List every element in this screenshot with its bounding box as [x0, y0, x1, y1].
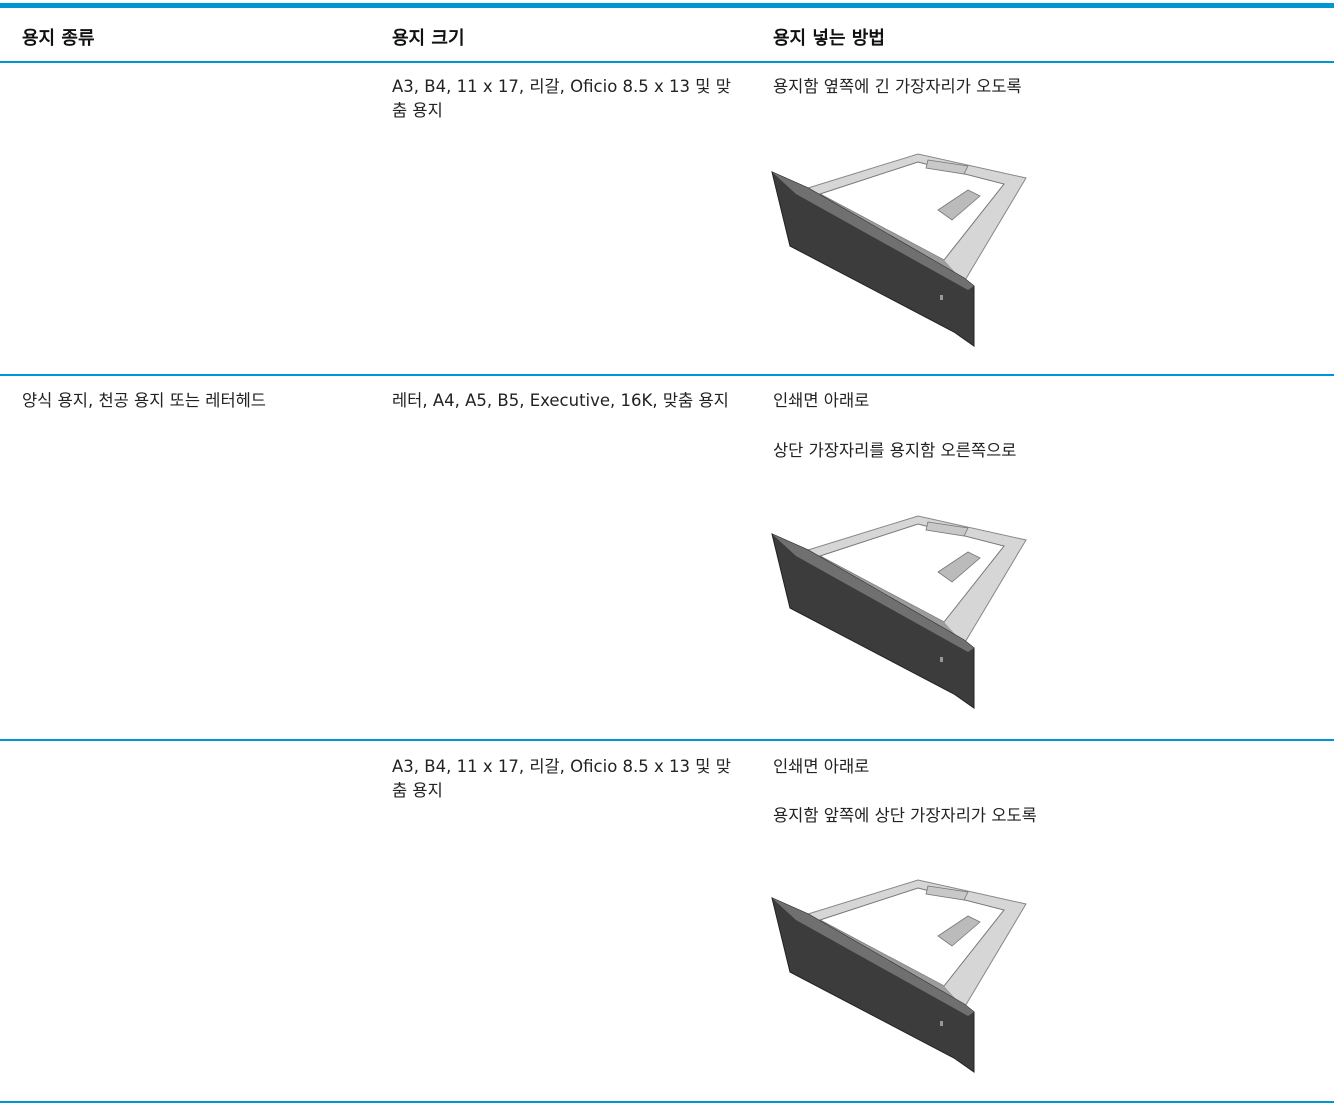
instruction: 용지함 옆쪽에 긴 가장자리가 오도록	[773, 77, 1022, 96]
instruction: 인쇄면 아래로	[773, 757, 870, 776]
row-divider	[0, 739, 1334, 741]
paper-size: 레터, A4, A5, B5, Executive, 16K, 맞춤 용지	[392, 391, 729, 410]
paper-size: A3, B4, 11 x 17, 리갈, Oficio 8.5 x 13 및 맞…	[392, 77, 731, 120]
column-header: 용지 넣는 방법	[773, 28, 885, 49]
table-bottom-border	[0, 1101, 1334, 1103]
tray-illustration	[768, 876, 1030, 1076]
row-divider	[0, 374, 1334, 376]
column-header: 용지 종류	[22, 28, 95, 49]
tray-illustration	[768, 150, 1030, 350]
header-divider	[0, 61, 1334, 63]
instruction: 인쇄면 아래로	[773, 391, 870, 410]
paper-size: A3, B4, 11 x 17, 리갈, Oficio 8.5 x 13 및 맞…	[392, 757, 731, 800]
tray-illustration	[768, 512, 1030, 712]
paper-type: 양식 용지, 천공 용지 또는 레터헤드	[22, 391, 266, 410]
instruction: 상단 가장자리를 용지함 오른쪽으로	[773, 441, 1017, 460]
column-header: 용지 크기	[392, 28, 465, 49]
table-top-border	[0, 3, 1334, 8]
instruction: 용지함 앞쪽에 상단 가장자리가 오도록	[773, 806, 1037, 825]
